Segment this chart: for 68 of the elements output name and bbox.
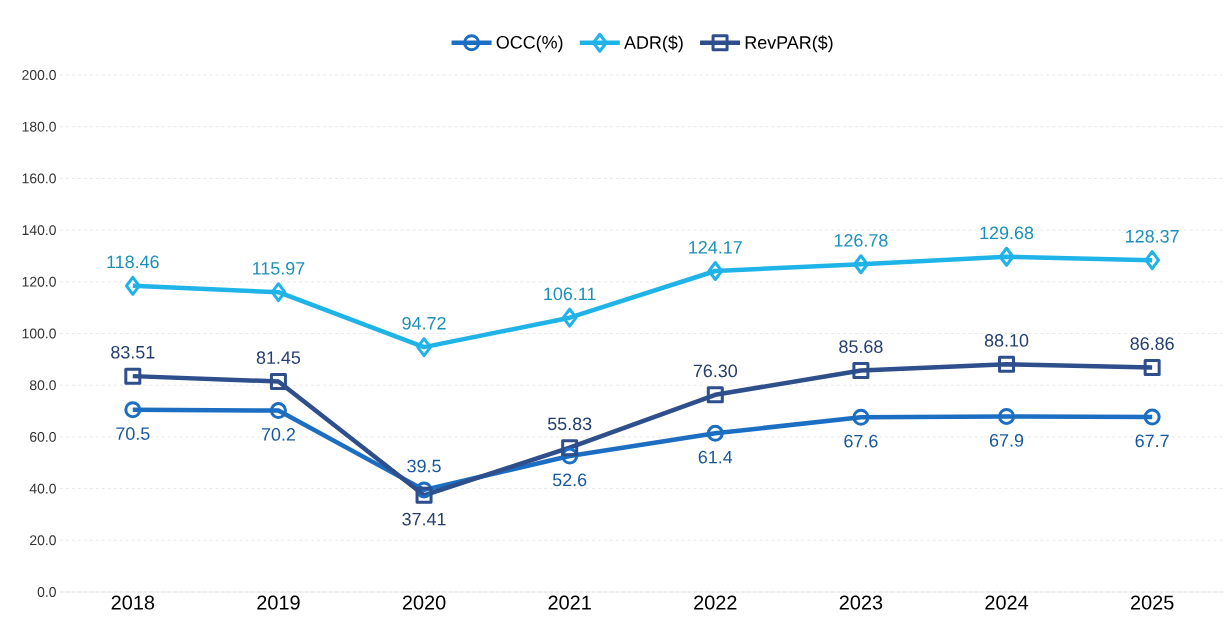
data-label: 126.78 bbox=[834, 234, 888, 247]
x-tick-label: 2021 bbox=[548, 595, 591, 610]
data-label: 76.30 bbox=[693, 364, 738, 378]
y-tick-label: 200.0 bbox=[22, 70, 56, 80]
y-tick-label: 20.0 bbox=[30, 535, 56, 546]
data-label: 85.68 bbox=[839, 340, 883, 353]
point bbox=[1144, 250, 1161, 271]
point bbox=[561, 439, 579, 457]
point bbox=[124, 401, 142, 419]
point bbox=[706, 424, 724, 442]
data-label: 106.11 bbox=[544, 287, 596, 301]
data-label: 61.4 bbox=[698, 450, 733, 464]
point bbox=[561, 307, 578, 328]
y-tick-label: 120.0 bbox=[22, 276, 56, 287]
data-label: 124.17 bbox=[689, 240, 742, 254]
y-tick-label: 100.0 bbox=[22, 328, 56, 339]
legend-label: RevPAR($) bbox=[745, 35, 833, 53]
data-label: 37.41 bbox=[402, 512, 446, 526]
x-tick-label: 2022 bbox=[694, 595, 737, 610]
legend-label: ADR($) bbox=[624, 35, 683, 53]
data-label: 129.68 bbox=[980, 226, 1034, 240]
data-label: 70.2 bbox=[261, 428, 295, 441]
point bbox=[270, 282, 287, 303]
point bbox=[1143, 408, 1161, 426]
point bbox=[124, 275, 141, 296]
data-label: 83.51 bbox=[111, 345, 155, 359]
data-label: 81.45 bbox=[256, 351, 301, 364]
x-tick-label: 2019 bbox=[257, 595, 300, 610]
point bbox=[853, 254, 869, 275]
point bbox=[416, 337, 432, 358]
point bbox=[707, 261, 724, 282]
point bbox=[269, 372, 287, 390]
data-label: 55.83 bbox=[547, 417, 592, 431]
x-tick-label: 2023 bbox=[839, 595, 883, 610]
point bbox=[998, 407, 1016, 425]
y-tick-label: 80.0 bbox=[29, 380, 56, 391]
data-label: 86.86 bbox=[1130, 337, 1174, 350]
y-tick-label: 180.0 bbox=[22, 121, 56, 132]
point bbox=[124, 367, 142, 385]
x-tick-label: 2025 bbox=[1130, 595, 1174, 610]
data-label: 52.6 bbox=[552, 473, 587, 487]
point bbox=[1143, 358, 1161, 376]
data-label: 88.10 bbox=[984, 334, 1029, 347]
data-label: 67.6 bbox=[844, 434, 878, 448]
x-tick-label: 2024 bbox=[985, 595, 1029, 610]
point bbox=[415, 486, 433, 504]
point bbox=[269, 402, 287, 420]
point bbox=[998, 246, 1015, 267]
y-tick-label: 160.0 bbox=[22, 173, 56, 184]
data-label: 115.97 bbox=[253, 261, 305, 275]
x-tick-label: 2020 bbox=[402, 595, 446, 610]
y-tick-label: 140.0 bbox=[22, 225, 56, 236]
point bbox=[998, 355, 1016, 373]
data-label: 67.9 bbox=[989, 433, 1024, 447]
legend-label: OCC(%) bbox=[496, 35, 563, 53]
y-tick-label: 60.0 bbox=[30, 431, 56, 442]
data-label: 94.72 bbox=[402, 316, 446, 330]
data-label: 67.7 bbox=[1135, 434, 1169, 448]
point bbox=[852, 408, 870, 426]
data-label: 70.5 bbox=[116, 427, 150, 440]
point bbox=[852, 362, 870, 380]
data-label: 118.46 bbox=[107, 255, 159, 269]
y-tick-label: 0.0 bbox=[37, 587, 56, 597]
data-label: 128.37 bbox=[1126, 229, 1179, 243]
y-tick-label: 40.0 bbox=[29, 483, 56, 494]
x-tick-label: 2018 bbox=[111, 595, 155, 610]
point bbox=[706, 386, 724, 404]
data-label: 39.5 bbox=[407, 459, 441, 473]
